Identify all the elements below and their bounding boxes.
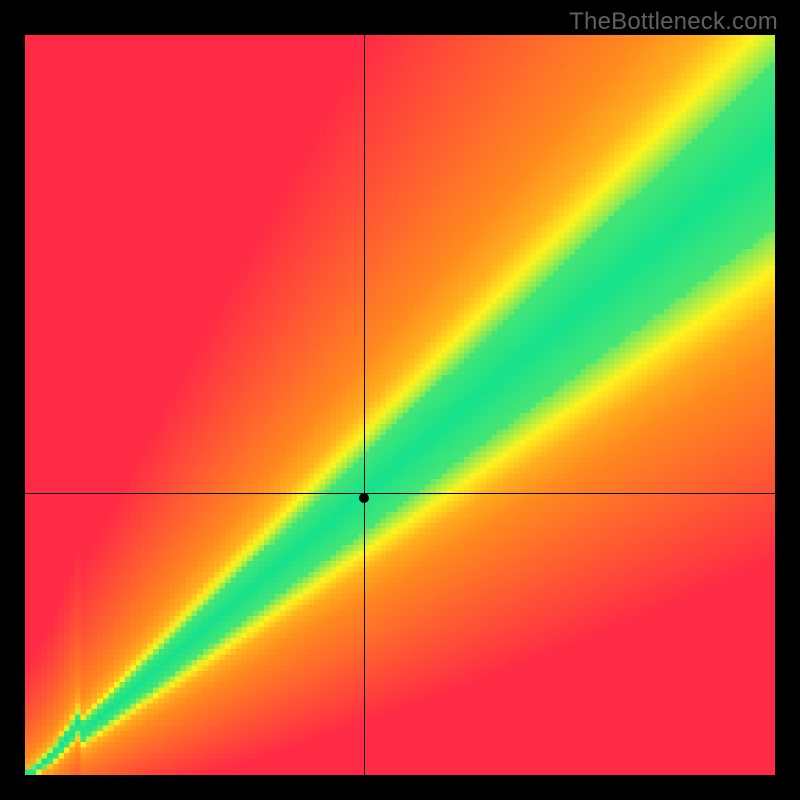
crosshair-vertical [364, 35, 365, 775]
watermark-text: TheBottleneck.com [569, 8, 778, 36]
crosshair-marker [359, 493, 369, 503]
crosshair-horizontal [25, 493, 775, 494]
bottleneck-heatmap [25, 35, 775, 775]
